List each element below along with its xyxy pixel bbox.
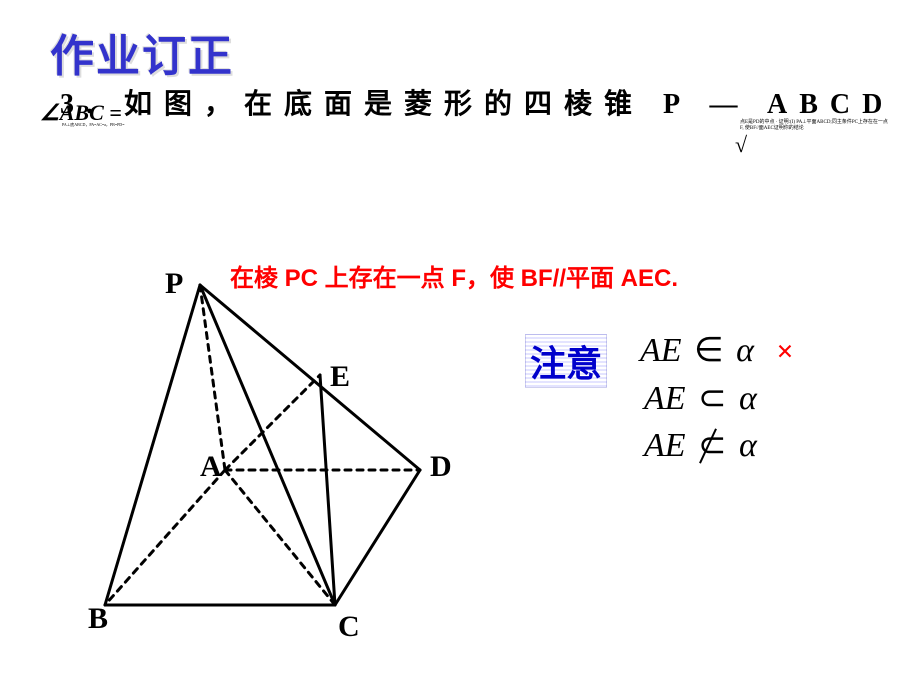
vertex-B: B [88,602,108,636]
homework-correction-title: 作业订正 [50,20,234,84]
vertex-P: P [165,267,183,301]
sqrt-symbol: √ [735,132,747,158]
tiny-text-right: 点E是PD的中点 · 证明:(I) PA⊥平面ABCD;同主条件PC上存在在一点… [740,120,890,132]
f2-symbol: ⊂ [694,380,731,417]
formula-ae-subset-alpha: AE ⊂ α [644,378,757,418]
f2-rhs: α [739,380,757,417]
f1-symbol: ∈ [690,332,728,369]
wrong-mark-icon: × [777,335,794,368]
attention-label: 注意 [525,334,607,388]
vertex-D: D [430,450,452,484]
f3-lhs: AE [644,427,686,464]
formula-ae-notsubset-alpha: AE ⊂ α [644,425,757,465]
vertex-E: E [330,360,350,394]
f3-symbol: ⊂ [694,425,731,465]
vertex-A: A [200,450,222,484]
problem-statement: 3. 如图，在底面是菱形的四棱锥 P — ABCD 中， [60,82,920,122]
f1-rhs: α [736,332,754,369]
tiny-text-left: PA⊥底ABCD，PA=AC=a，PB=PD= [62,122,124,128]
f3-rhs: α [739,427,757,464]
f2-lhs: AE [644,380,686,417]
formula-ae-in-alpha: AE ∈ α × [640,330,794,370]
vertex-C: C [338,610,360,644]
f1-lhs: AE [640,332,682,369]
